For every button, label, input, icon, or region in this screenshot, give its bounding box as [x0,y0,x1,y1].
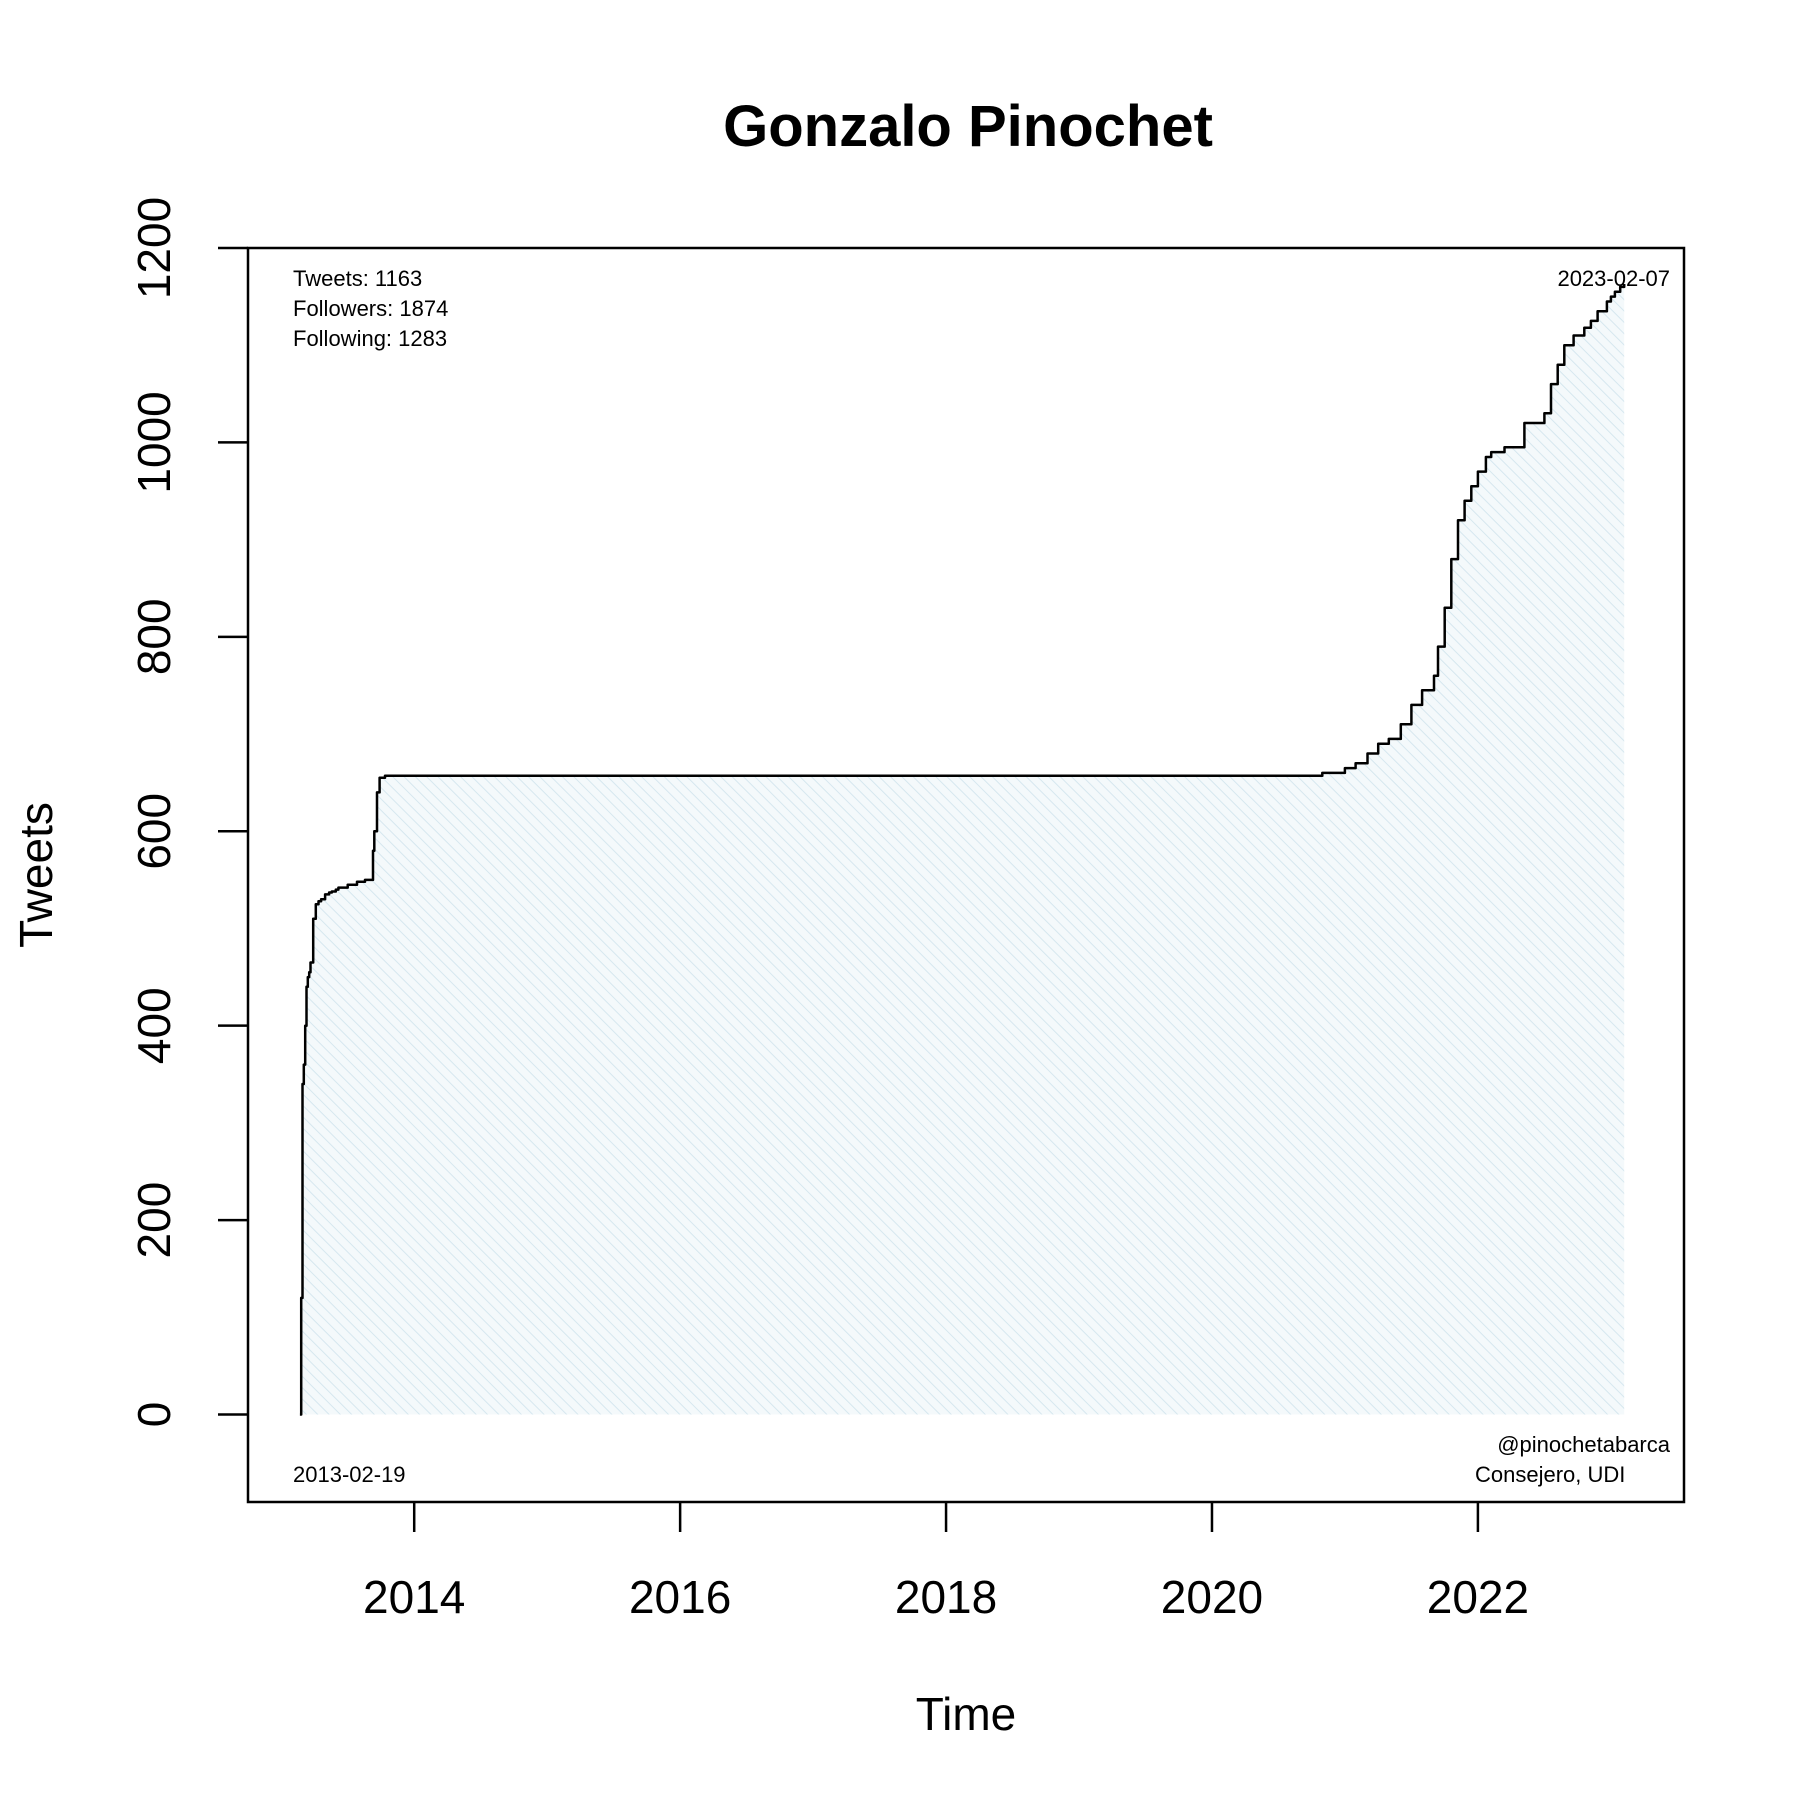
chart-title: Gonzalo Pinochet [723,94,1213,159]
y-tick-label: 200 [128,1182,180,1259]
x-tick-label: 2022 [1427,1571,1529,1623]
stat-tweets: Tweets: 1163 [293,266,422,291]
account-role: Consejero, UDI [1475,1462,1625,1487]
x-tick-label: 2016 [629,1571,731,1623]
x-tick-label: 2014 [363,1571,465,1623]
x-axis-title: Time [916,1688,1017,1740]
x-tick-label: 2020 [1161,1571,1263,1623]
stat-followers: Followers: 1874 [293,296,448,321]
area-layer [299,284,1625,1415]
y-axis-title: Tweets [10,802,62,948]
y-tick-label: 600 [128,793,180,870]
start-date-label: 2013-02-19 [293,1462,406,1487]
x-tick-label: 2018 [895,1571,997,1623]
x-axis: 2014 2016 2018 2020 2022 [363,1502,1529,1623]
tweets-area [299,284,1625,1415]
stat-following: Following: 1283 [293,326,447,351]
plot-frame [246,246,1686,1504]
y-tick-label: 400 [128,987,180,1064]
y-tick-label: 0 [128,1402,180,1428]
y-tick-label: 800 [128,598,180,675]
y-tick-label: 1200 [128,197,180,299]
y-axis: 0 200 400 600 800 1000 1200 [128,197,248,1427]
end-date-label: 2023-02-07 [1557,266,1670,291]
line-layer [299,284,1626,1416]
account-handle: @pinochetabarca [1497,1432,1671,1457]
y-tick-label: 1000 [128,391,180,493]
tweets-line [299,284,1626,1416]
